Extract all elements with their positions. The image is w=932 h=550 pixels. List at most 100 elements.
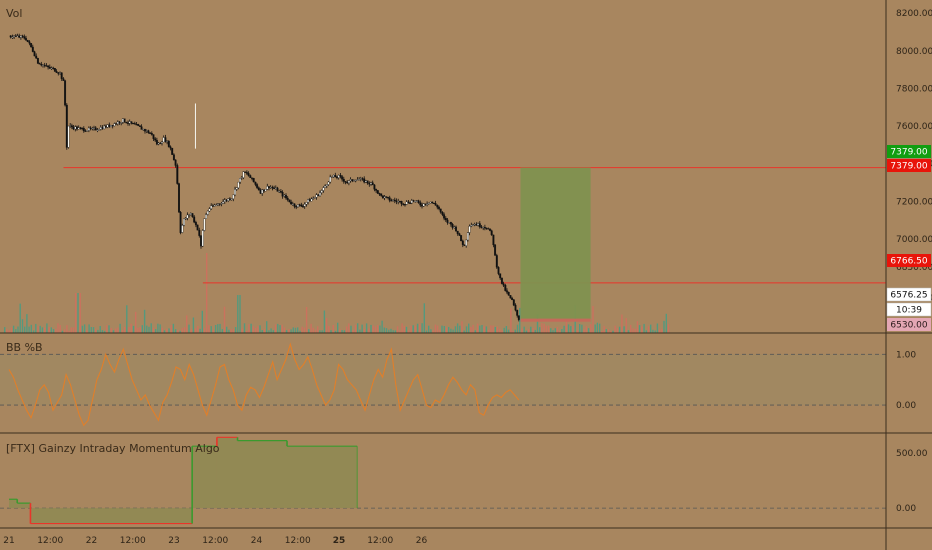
- candle-body: [45, 65, 48, 67]
- volume-bar: [656, 323, 659, 333]
- bb-pane[interactable]: [0, 342, 886, 427]
- volume-bar: [381, 320, 383, 333]
- candle-body: [217, 203, 219, 205]
- candle-body: [514, 304, 517, 311]
- volume-bar: [630, 324, 632, 333]
- candle-body: [183, 218, 185, 226]
- candle-body: [322, 187, 325, 191]
- candle-body: [154, 138, 157, 141]
- volume-bar: [392, 330, 394, 333]
- candle-body: [257, 187, 260, 191]
- candle-body: [218, 203, 221, 205]
- candle-body: [104, 125, 107, 128]
- volume-bar: [594, 324, 596, 333]
- candle-body: [70, 125, 73, 128]
- price-tag-bg: [887, 254, 931, 267]
- candle-body: [232, 194, 235, 199]
- candle-body: [220, 203, 223, 205]
- candle-body: [13, 35, 16, 38]
- time-tick-label: 24: [251, 536, 263, 546]
- volume-bar: [525, 330, 528, 333]
- time-tick-label: 12:00: [120, 536, 146, 546]
- candle-body: [320, 190, 323, 193]
- target-zone[interactable]: [520, 167, 591, 319]
- volume-bar: [46, 323, 48, 333]
- candle-body: [480, 226, 483, 228]
- price-tag-bg: [886, 287, 932, 302]
- volume-bar: [396, 326, 399, 333]
- volume-bar: [50, 327, 52, 333]
- candle-body: [483, 227, 486, 229]
- volume-bar: [314, 329, 317, 333]
- bb-percent-line[interactable]: [8, 342, 520, 427]
- volume-bar: [463, 330, 465, 333]
- volume-bar: [647, 326, 650, 333]
- volume-bar: [581, 324, 583, 333]
- candle-body: [283, 195, 286, 197]
- volume-bar: [441, 325, 443, 333]
- volume-bar: [310, 323, 312, 333]
- candle-body: [383, 196, 386, 199]
- candle-body: [342, 178, 345, 182]
- candle-body: [354, 180, 357, 182]
- volume-bar: [217, 324, 219, 333]
- volume-bar: [599, 323, 601, 333]
- volume-bar: [541, 323, 543, 333]
- volume-bar: [470, 326, 472, 333]
- volume-bar: [490, 325, 492, 333]
- candle-body: [449, 222, 452, 225]
- volume-bar: [110, 328, 112, 333]
- volume-bar: [208, 325, 210, 333]
- candle-body: [296, 204, 299, 208]
- volume-bar: [408, 330, 410, 333]
- candle-body: [346, 181, 349, 184]
- algo-pane[interactable]: [0, 436, 886, 525]
- volume-bar: [141, 325, 143, 333]
- candle-body: [295, 206, 298, 208]
- candle-body: [468, 226, 471, 233]
- candle-body: [412, 200, 415, 202]
- candle-body: [500, 277, 503, 284]
- volume-bar: [572, 325, 574, 333]
- candle-body: [262, 189, 265, 192]
- volume-bar: [206, 253, 208, 333]
- volume-bar: [501, 330, 503, 333]
- candle-body: [373, 184, 376, 190]
- price-tick-label: 7000.00: [896, 235, 932, 245]
- volume-bar: [81, 325, 84, 333]
- volume-bar: [48, 327, 50, 333]
- candle-body: [227, 198, 230, 201]
- candle-body: [472, 224, 474, 226]
- volume-bar: [146, 325, 148, 333]
- candle-body: [473, 224, 476, 226]
- volume-bar: [383, 327, 385, 333]
- bb-pane-title: BB %B: [6, 341, 43, 354]
- candle-body: [110, 125, 112, 127]
- candle-body: [341, 176, 344, 180]
- candle-body: [254, 181, 257, 185]
- price-pane[interactable]: [4, 33, 886, 333]
- candle-body: [290, 201, 293, 205]
- price-tick-label: 8000.00: [896, 47, 932, 57]
- volume-bar: [41, 327, 44, 333]
- volume-bar: [241, 328, 243, 333]
- candle-body: [334, 175, 337, 178]
- time-axis[interactable]: 21 12:00 22 12:00 23 12:00 24 12:00 25 12:00 26: [3, 536, 427, 546]
- price-tick-label: 7600.00: [896, 122, 932, 132]
- volume-bar: [428, 325, 430, 333]
- volume-bar: [308, 329, 310, 333]
- candle-body: [161, 141, 163, 144]
- candle-body: [99, 127, 102, 130]
- volume-bar: [285, 330, 288, 333]
- volume-bar: [503, 327, 505, 333]
- candle-body: [101, 127, 104, 130]
- candle-body: [38, 63, 41, 65]
- candle-body: [487, 228, 490, 230]
- candle-body: [225, 199, 228, 201]
- candle-body: [28, 41, 31, 44]
- stop-zone[interactable]: [520, 318, 591, 322]
- volume-bar: [303, 327, 306, 333]
- candle-body: [69, 125, 72, 127]
- candle-body: [349, 179, 352, 181]
